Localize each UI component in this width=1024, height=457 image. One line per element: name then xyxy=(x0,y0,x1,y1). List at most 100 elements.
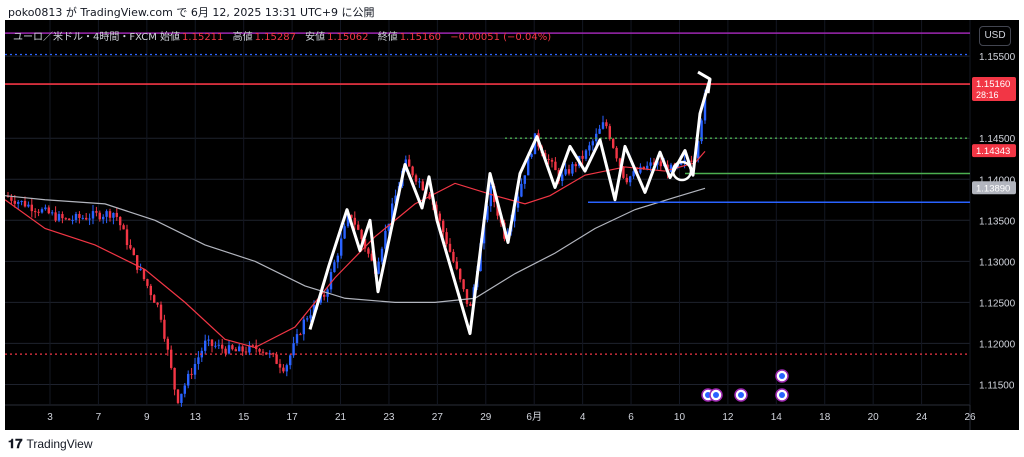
candle-body xyxy=(227,345,231,354)
candle-body xyxy=(64,218,67,220)
candle-body xyxy=(129,245,132,249)
candle-body xyxy=(618,158,622,167)
candle-body xyxy=(68,218,71,221)
candle-body xyxy=(241,346,244,352)
candle-body xyxy=(122,225,125,230)
footer: 𝟏𝟕 TradingView xyxy=(8,436,93,452)
candle-body xyxy=(27,204,30,207)
candle-body xyxy=(411,166,414,176)
candle-body xyxy=(146,279,149,286)
candle-body xyxy=(312,304,316,316)
candle-body xyxy=(153,295,156,303)
candle-body xyxy=(61,214,64,219)
candle-body xyxy=(659,161,662,167)
open-value: 1.15211 xyxy=(182,32,224,43)
candle-body xyxy=(278,363,282,368)
candle-body xyxy=(455,261,458,269)
candle-body xyxy=(40,209,44,213)
candle-body xyxy=(629,176,632,183)
candle-body xyxy=(625,177,628,183)
candle-body xyxy=(360,229,363,240)
candle-body xyxy=(452,251,455,262)
chart-panel[interactable]: 1.15500 1.14500 1.14000 1.13500 1.13000 1.125… xyxy=(5,20,1019,430)
candle-body xyxy=(17,201,20,204)
price-label-text: 1.14343 xyxy=(976,146,1010,157)
candle-body xyxy=(486,206,489,220)
candle-body xyxy=(343,226,346,239)
arrowhead-icon xyxy=(697,70,712,94)
x-tick-label: 24 xyxy=(916,412,928,423)
candle-body xyxy=(210,339,214,346)
candle-body xyxy=(244,351,248,353)
event-flag-dot xyxy=(779,392,785,398)
candle-body xyxy=(465,289,469,304)
candle-body xyxy=(47,207,50,214)
candle-body xyxy=(584,150,588,159)
change-value: −0.00051 (−0.04%) xyxy=(450,32,552,43)
candle-body xyxy=(187,373,190,386)
candle-body xyxy=(697,141,700,159)
candle-body xyxy=(125,229,129,246)
candle-body xyxy=(275,354,278,364)
candle-body xyxy=(285,365,288,372)
candle-body xyxy=(292,343,295,356)
candle-body xyxy=(336,255,339,263)
y-tick-label: 1.14000 xyxy=(979,175,1016,186)
candle-body xyxy=(193,363,197,375)
candle-body xyxy=(217,344,220,346)
candle-body xyxy=(139,269,142,271)
candle-body xyxy=(302,319,305,335)
x-tick-label: 9 xyxy=(144,412,150,423)
candle-body xyxy=(183,385,186,394)
candle-body xyxy=(530,154,533,157)
candle-body xyxy=(418,181,421,183)
x-tick-label: 12 xyxy=(722,412,734,423)
candle-body xyxy=(323,294,326,297)
candle-body xyxy=(119,216,122,226)
candle-body xyxy=(115,212,118,217)
candle-body xyxy=(462,279,465,290)
candle-body xyxy=(91,211,95,219)
drawn-path-line xyxy=(308,78,712,336)
candle-body xyxy=(384,230,387,249)
x-tick-label: 3 xyxy=(47,412,53,423)
candle-body xyxy=(520,183,523,197)
candle-body xyxy=(649,162,652,166)
candle-body xyxy=(149,285,152,296)
y-tick-label: 1.12000 xyxy=(979,339,1016,350)
candle-body xyxy=(346,214,350,227)
candle-body xyxy=(85,217,88,220)
y-tick-label: 1.11500 xyxy=(979,380,1015,391)
candle-body xyxy=(554,161,557,171)
candle-body xyxy=(102,216,105,220)
event-flag-dot xyxy=(713,392,719,398)
x-tick-label: 7 xyxy=(96,412,102,423)
candle-body xyxy=(564,169,567,175)
y-tick-label: 1.13000 xyxy=(979,257,1016,268)
x-tick-label: 29 xyxy=(480,412,492,423)
candle-body xyxy=(234,349,237,352)
candle-body xyxy=(489,186,492,207)
candle-body xyxy=(639,166,642,173)
candle-body xyxy=(224,348,227,354)
x-tick-label: 6月 xyxy=(526,411,542,423)
price-label-text: 1.13890 xyxy=(976,183,1010,194)
ohlc-legend: ユーロ／米ドル・4時間・FXCM 始値 1.15211 高値 1.15287 安値 1… xyxy=(13,28,557,43)
candle-body xyxy=(367,248,370,254)
candle-body xyxy=(703,93,707,121)
candle-body xyxy=(513,207,516,222)
price-chart[interactable]: 1.15500 1.14500 1.14000 1.13500 1.13000 1.125… xyxy=(5,20,1019,430)
y-tick-label: 1.15500 xyxy=(979,52,1016,63)
x-tick-label: 21 xyxy=(335,412,347,423)
candle-body xyxy=(156,302,159,305)
close-value: 1.15160 xyxy=(399,32,442,43)
candle-body xyxy=(13,200,16,204)
candle-body xyxy=(567,169,571,174)
candle-body xyxy=(176,389,180,403)
candle-body xyxy=(646,165,649,170)
price-label-tag xyxy=(972,144,1016,158)
currency-button[interactable]: USD xyxy=(979,26,1011,46)
x-tick-label: 26 xyxy=(964,412,976,423)
candle-body xyxy=(204,340,207,351)
candle-body xyxy=(588,145,591,151)
